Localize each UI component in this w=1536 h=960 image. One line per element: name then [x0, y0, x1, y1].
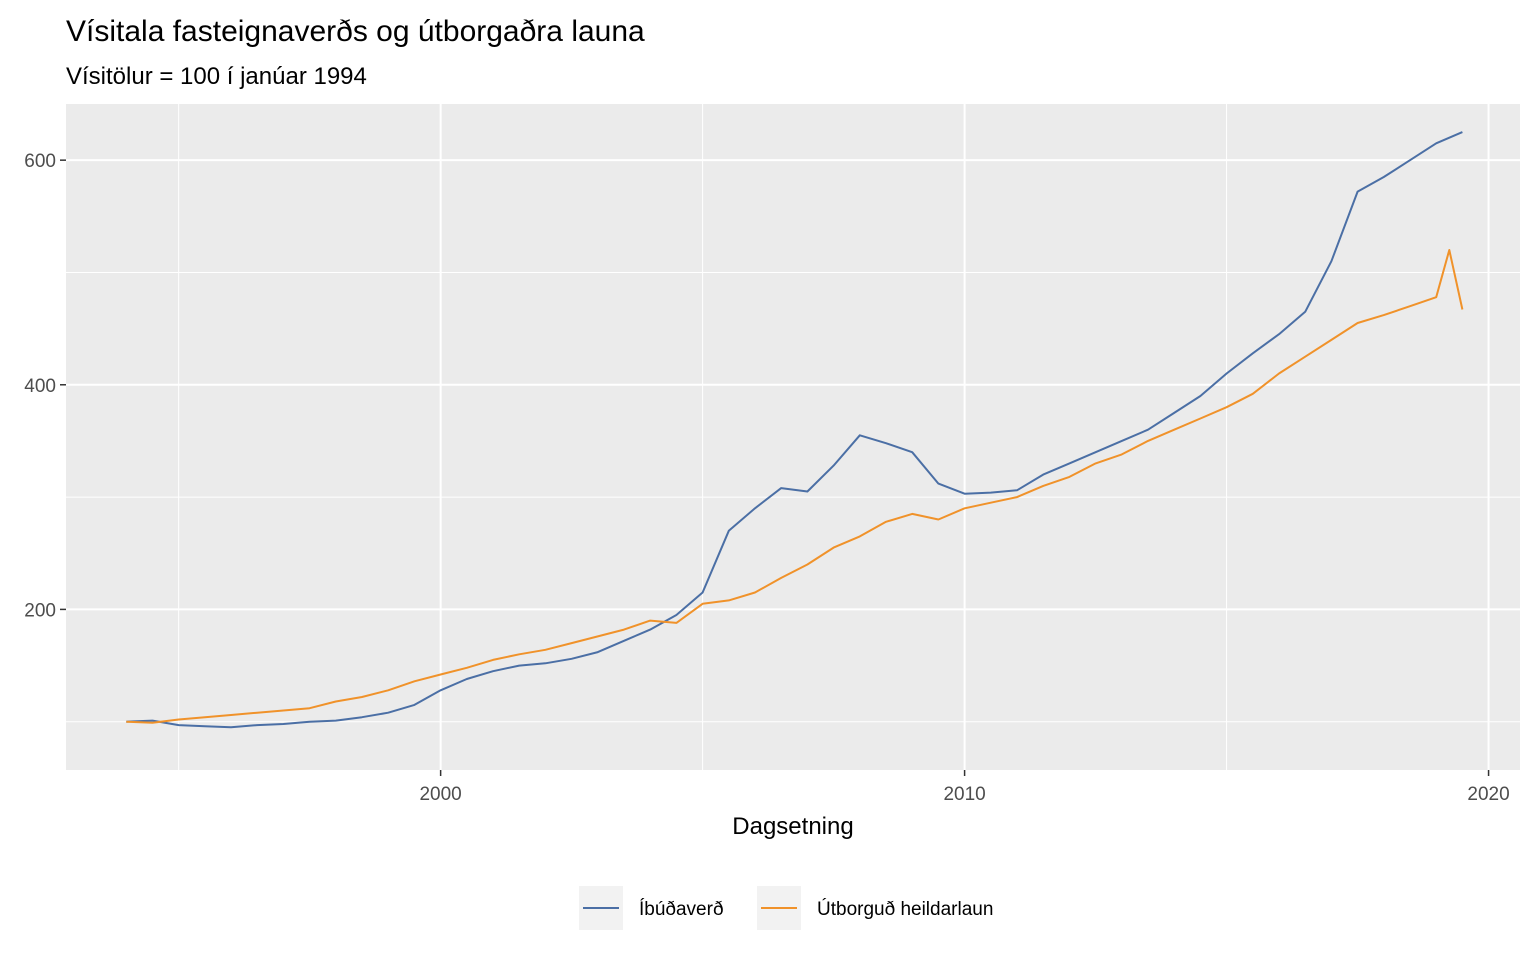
x-axis-title: Dagsetning [732, 813, 853, 840]
y-tick-label: 600 [24, 151, 56, 172]
y-tick-label: 200 [24, 600, 56, 621]
series-line-1 [126, 131, 1463, 729]
x-tick-label: 2000 [419, 784, 461, 805]
major-gridlines [66, 104, 1520, 770]
plot-panel [66, 104, 1520, 770]
x-tick-label: 2020 [1467, 784, 1509, 805]
x-tick-label: 2010 [943, 784, 985, 805]
chart-subtitle: Vísitölur = 100 í janúar 1994 [66, 63, 367, 90]
legend: Íbúðaverð Útborguð heildarlaun [579, 886, 993, 930]
series-layer [126, 131, 1464, 729]
legend-label: Íbúðaverð [639, 899, 724, 920]
y-tick-label: 400 [24, 376, 56, 397]
chart-title: Vísitala fasteignaverðs og útborgaðra la… [66, 15, 645, 48]
series-line-2 [126, 249, 1464, 724]
y-axis: 200 400 600 [24, 151, 66, 621]
x-axis: 2000 2010 2020 [419, 770, 1510, 805]
legend-label: Útborguð heildarlaun [817, 898, 993, 920]
